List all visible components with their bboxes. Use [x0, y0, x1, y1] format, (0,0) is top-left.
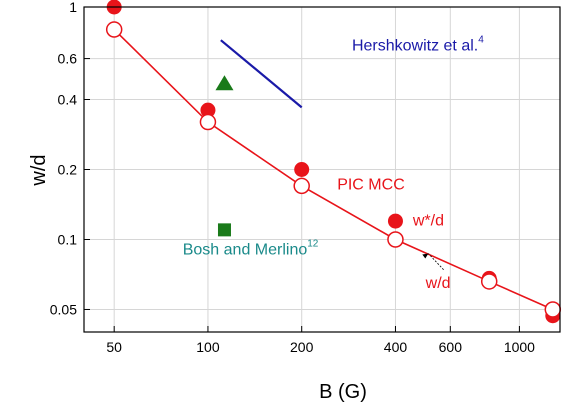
- wd-arrow-head: [422, 253, 429, 259]
- annotation-text: PIC MCC: [337, 177, 405, 194]
- annotation-bosh: Bosh and Merlino12: [183, 239, 319, 259]
- x-axis-title: B (G): [319, 381, 367, 403]
- annotation-wstar-label: w*/d: [412, 212, 444, 229]
- annotation-superscript: 4: [478, 34, 484, 45]
- x-tick-label: 100: [196, 339, 220, 355]
- x-tick-label: 600: [439, 339, 463, 355]
- series-hershkowitz: [220, 39, 303, 109]
- annotation-superscript: 12: [307, 239, 319, 250]
- y-tick-label: 0.05: [50, 301, 77, 317]
- y-tick-label: 0.2: [58, 162, 78, 178]
- data-point-filled-circle: [387, 213, 403, 229]
- y-tick-label: 0.4: [58, 92, 78, 108]
- series-pic-w: [105, 21, 562, 318]
- data-point-open-circle: [480, 273, 498, 290]
- annotation-text: w*/d: [412, 212, 444, 229]
- x-tick-label: 50: [106, 339, 122, 355]
- data-point-triangle: [215, 75, 234, 91]
- data-point-square: [217, 223, 231, 237]
- wd-arrow-line: [428, 253, 444, 271]
- tick-layer: 50 100 200 400 600 1000 0.05 0.1 0.2 0.4 0.6 1: [50, 0, 535, 355]
- data-point-open-circle: [199, 113, 217, 131]
- y-tick-label: 0.6: [58, 51, 78, 67]
- data-point-open-circle: [544, 301, 562, 318]
- grid-layer: [84, 7, 560, 332]
- data-point-filled-circle: [200, 102, 216, 118]
- y-tick-label: 1: [69, 0, 77, 15]
- annotation-hershkowitz: Hershkowitz et al.4: [352, 34, 484, 54]
- x-tick-label: 1000: [504, 339, 535, 355]
- annotation-text: Bosh and Merlino: [183, 242, 308, 259]
- data-layer: [105, 0, 562, 324]
- data-point-filled-circle: [294, 162, 310, 177]
- annotation-layer: Hershkowitz et al.4 Bosh and Merlino12 PIC…: [183, 34, 484, 291]
- series-line-pic-w: [113, 28, 554, 311]
- annotation-text: Hershkowitz et al.: [352, 37, 478, 54]
- data-point-open-circle: [105, 21, 123, 38]
- x-tick-label: 200: [290, 339, 314, 355]
- y-tick-label: 0.1: [58, 231, 78, 247]
- data-point-open-circle: [293, 177, 310, 195]
- series-line-hershkowitz: [220, 39, 303, 109]
- data-point-open-circle: [387, 231, 404, 248]
- y-axis-title: w/d: [28, 154, 50, 186]
- annotation-pic-mcc: PIC MCC: [337, 177, 405, 194]
- series-hershkowitz-point: [215, 75, 234, 91]
- annotation-wd-label: w/d: [425, 275, 451, 292]
- series-bosh-merlino: [217, 223, 231, 237]
- x-tick-label: 400: [384, 339, 408, 355]
- annotation-text: w/d: [425, 275, 451, 292]
